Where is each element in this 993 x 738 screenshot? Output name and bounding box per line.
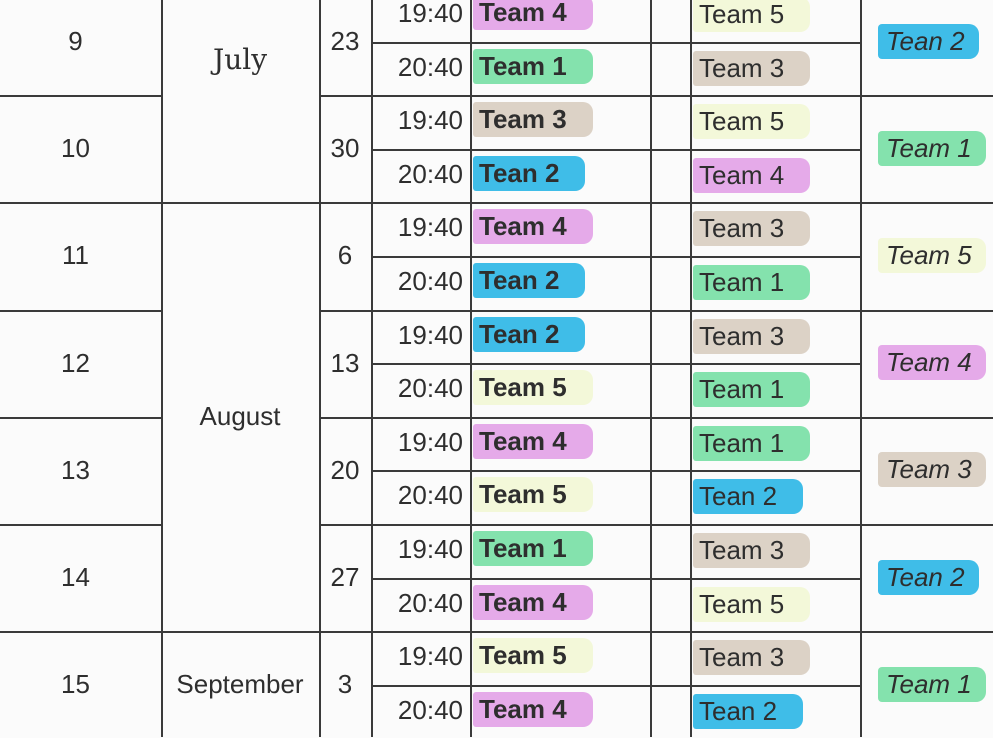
away-team: Tean 2: [693, 693, 804, 729]
column-divider: [690, 0, 692, 737]
bye-team: Team 4: [878, 345, 986, 381]
column-divider: [319, 0, 321, 737]
game-time: 20:40: [397, 587, 463, 618]
month-divider: [161, 631, 319, 634]
date-cell: 27: [330, 562, 360, 593]
home-team: Team 4: [473, 584, 593, 620]
bye-team: Team 1: [878, 130, 986, 166]
column-divider: [371, 0, 373, 737]
column-divider: [860, 0, 862, 737]
game-time: 20:40: [397, 51, 463, 82]
away-team: Team 1: [693, 425, 811, 461]
home-team: Team 5: [473, 638, 593, 674]
bye-team: Tean 2: [878, 23, 979, 59]
home-team: Team 4: [473, 423, 593, 459]
game-time: 19:40: [397, 105, 463, 136]
row-divider: [371, 256, 860, 258]
bye-team: Team 1: [878, 666, 986, 702]
date-cell: 13: [330, 347, 360, 378]
row-divider: [319, 202, 993, 205]
month-divider: [161, 202, 319, 205]
week-number: 13: [61, 454, 90, 485]
away-team: Team 5: [693, 0, 811, 32]
week-number: 10: [61, 133, 90, 164]
away-team: Team 3: [693, 211, 811, 247]
away-team: Team 3: [693, 640, 811, 676]
game-time: 20:40: [397, 373, 463, 404]
away-team: Team 4: [693, 157, 811, 193]
game-time: 19:40: [397, 0, 463, 28]
away-team: Team 1: [693, 372, 811, 408]
column-divider: [470, 0, 472, 737]
bye-team: Team 5: [878, 238, 986, 273]
home-team: Team 1: [473, 48, 593, 84]
home-team: Team 3: [473, 102, 593, 138]
row-divider: [0, 95, 161, 98]
date-cell: 30: [330, 133, 360, 164]
game-time: 20:40: [397, 158, 463, 189]
month-label: August: [199, 400, 281, 431]
row-divider: [0, 202, 161, 205]
bye-team: Tean 2: [878, 559, 979, 595]
week-number: 14: [61, 562, 90, 593]
game-time: 20:40: [397, 266, 463, 296]
row-divider: [319, 416, 993, 419]
row-divider: [319, 309, 993, 312]
date-cell: 6: [337, 240, 353, 271]
bye-team: Team 3: [878, 452, 986, 488]
week-number: 12: [61, 347, 90, 378]
away-team: Team 1: [693, 265, 811, 300]
away-team: Team 3: [693, 318, 811, 354]
game-time: 20:40: [397, 694, 463, 725]
away-team: Team 5: [693, 586, 811, 622]
home-team: Team 4: [473, 691, 593, 727]
game-time: 19:40: [397, 319, 463, 350]
row-divider: [319, 631, 993, 634]
home-team: Team 4: [473, 0, 593, 30]
home-team: Team 4: [473, 209, 593, 245]
column-divider: [161, 0, 163, 737]
game-time: 19:40: [397, 534, 463, 564]
column-divider: [650, 0, 652, 737]
home-team: Tean 2: [473, 316, 586, 352]
row-divider: [371, 684, 860, 687]
home-team: Team 1: [473, 531, 593, 566]
date-cell: 20: [330, 454, 360, 485]
week-number: 11: [62, 240, 89, 271]
row-divider: [0, 524, 161, 526]
home-team: Tean 2: [473, 155, 586, 191]
row-divider: [0, 631, 161, 634]
away-team: Team 3: [693, 533, 811, 568]
row-divider: [319, 524, 993, 526]
row-divider: [319, 95, 993, 98]
week-number: 9: [68, 26, 83, 57]
date-cell: 23: [330, 26, 360, 57]
row-divider: [371, 148, 860, 151]
week-number: 15: [61, 669, 90, 700]
away-team: Team 3: [693, 50, 811, 86]
row-divider: [371, 41, 860, 44]
row-divider: [371, 470, 860, 473]
row-divider: [0, 309, 161, 312]
game-time: 20:40: [397, 480, 463, 511]
row-divider: [371, 577, 860, 580]
game-time: 19:40: [397, 212, 463, 243]
row-divider: [371, 363, 860, 366]
row-divider: [0, 416, 161, 419]
month-label: July: [212, 43, 268, 76]
away-team: Team 5: [693, 104, 811, 140]
game-time: 19:40: [397, 641, 463, 672]
date-cell: 3: [337, 669, 353, 700]
home-team: Team 5: [473, 370, 593, 406]
home-team: Team 5: [473, 477, 593, 513]
month-label: September: [176, 668, 304, 699]
away-team: Tean 2: [693, 479, 804, 515]
game-time: 19:40: [397, 426, 463, 457]
home-team: Tean 2: [473, 263, 586, 298]
